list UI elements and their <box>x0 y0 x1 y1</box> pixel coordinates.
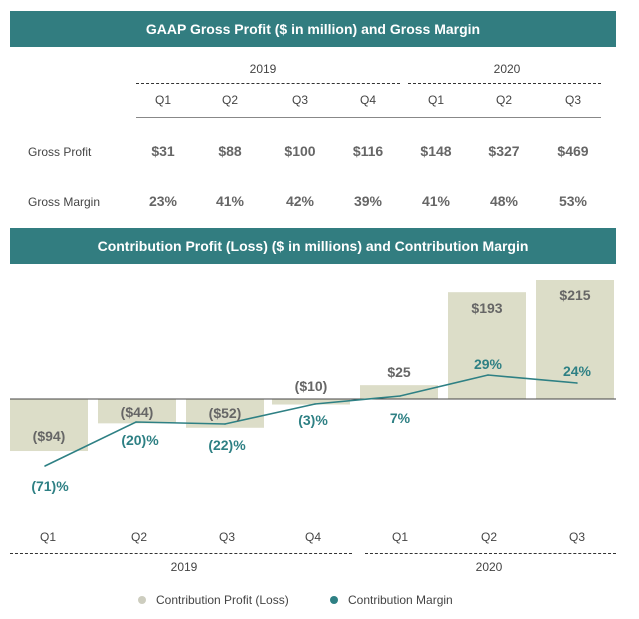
line-point-contribution-margin <box>399 395 401 397</box>
table-year-2019: 2019 <box>249 62 277 76</box>
axis-year-2019-divider <box>10 553 352 554</box>
line-point-contribution-margin <box>224 423 226 425</box>
x-axis-tick-label: Q2 <box>130 530 148 544</box>
bar-label: ($94) <box>32 428 66 444</box>
table-quarter-header: Q3 <box>564 93 582 107</box>
x-axis-tick-label: Q1 <box>391 530 409 544</box>
line-point-contribution-margin <box>576 382 578 384</box>
margin-label: (71)% <box>31 478 69 494</box>
line-point-contribution-margin <box>487 374 489 376</box>
x-axis-tick-label: Q4 <box>304 530 322 544</box>
bar-label: $25 <box>387 364 411 380</box>
table-quarter-header: Q3 <box>291 93 309 107</box>
legend-label-contribution-margin: Contribution Margin <box>348 593 453 607</box>
line-point-contribution-margin <box>44 465 46 467</box>
table-year-2020: 2020 <box>493 62 521 76</box>
bar-contribution-profit <box>536 280 614 399</box>
line-point-contribution-margin <box>314 403 316 405</box>
gross-profit-value: $100 <box>284 143 316 159</box>
x-axis-tick-label: Q1 <box>39 530 57 544</box>
gross-margin-value: 53% <box>558 193 588 209</box>
contribution-profit-title: Contribution Profit (Loss) ($ in million… <box>97 238 529 254</box>
gross-profit-value: $116 <box>352 143 384 159</box>
row-label-gross-profit: Gross Profit <box>28 145 92 159</box>
bar-contribution-profit <box>10 399 88 452</box>
gross-margin-value: 41% <box>421 193 451 209</box>
table-year-2019-divider <box>136 83 400 84</box>
bar-label: ($10) <box>294 378 328 394</box>
x-axis-tick-label: Q3 <box>218 530 236 544</box>
gross-profit-value: $88 <box>218 143 242 159</box>
bar-label: ($52) <box>208 405 242 421</box>
gross-profit-value: $469 <box>557 143 589 159</box>
x-axis-tick-label: Q2 <box>480 530 498 544</box>
bar-label: $215 <box>559 287 591 303</box>
table-quarter-header: Q1 <box>154 93 172 107</box>
table-quarter-header: Q2 <box>221 93 239 107</box>
margin-label: (22)% <box>208 437 246 453</box>
x-axis-tick-label: Q3 <box>568 530 586 544</box>
gross-margin-value: 42% <box>285 193 315 209</box>
gross-profit-value: $31 <box>151 143 175 159</box>
legend-label-contribution-profit: Contribution Profit (Loss) <box>156 593 289 607</box>
gross-margin-value: 23% <box>148 193 178 209</box>
margin-label: 7% <box>389 410 411 426</box>
bar-contribution-profit <box>98 399 176 424</box>
table-quarter-header: Q4 <box>359 93 377 107</box>
table-year-2020-divider <box>408 83 601 84</box>
gross-profit-value: $148 <box>420 143 452 159</box>
gross-profit-value: $327 <box>488 143 520 159</box>
legend-swatch-bar <box>138 596 146 604</box>
bar-label: ($44) <box>120 404 154 420</box>
table-quarter-header: Q1 <box>427 93 445 107</box>
margin-label: 29% <box>473 356 503 372</box>
legend-item-contribution-margin: Contribution Margin <box>330 593 453 607</box>
bar-contribution-profit <box>272 399 350 405</box>
legend-swatch-line <box>330 596 338 604</box>
margin-label: (20)% <box>121 432 159 448</box>
row-label-gross-margin: Gross Margin <box>28 195 101 209</box>
gross-profit-banner: GAAP Gross Profit ($ in million) and Gro… <box>10 11 616 47</box>
line-point-contribution-margin <box>135 421 137 423</box>
table-header-rule <box>136 117 601 118</box>
legend-item-contribution-profit: Contribution Profit (Loss) <box>138 593 289 607</box>
gross-margin-value: 39% <box>353 193 383 209</box>
gross-profit-title: GAAP Gross Profit ($ in million) and Gro… <box>145 21 481 37</box>
contribution-profit-banner: Contribution Profit (Loss) ($ in million… <box>10 228 616 264</box>
bar-contribution-profit <box>360 385 438 399</box>
gross-margin-value: 41% <box>215 193 245 209</box>
gross-margin-value: 48% <box>489 193 519 209</box>
margin-label: 24% <box>562 363 592 379</box>
axis-year-2020: 2020 <box>475 560 503 574</box>
bar-label: $193 <box>471 300 503 316</box>
axis-year-2020-divider <box>365 553 616 554</box>
table-quarter-header: Q2 <box>495 93 513 107</box>
axis-year-2019: 2019 <box>170 560 198 574</box>
margin-label: (3)% <box>298 412 328 428</box>
